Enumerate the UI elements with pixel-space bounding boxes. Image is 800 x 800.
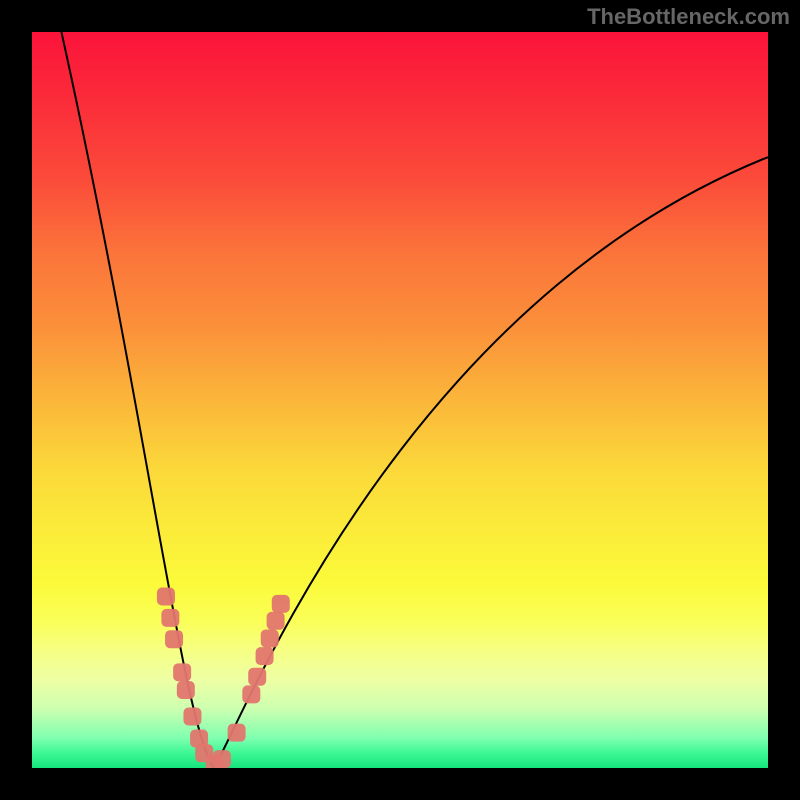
scatter-marker [248, 668, 266, 686]
scatter-marker [261, 629, 279, 647]
scatter-marker [267, 612, 285, 630]
scatter-marker [173, 663, 191, 681]
scatter-marker [161, 609, 179, 627]
chart-container: TheBottleneck.com [0, 0, 800, 800]
scatter-marker [213, 750, 231, 768]
scatter-marker [165, 630, 183, 648]
scatter-marker [157, 588, 175, 606]
chart-svg [0, 0, 800, 800]
scatter-marker [183, 707, 201, 725]
scatter-marker [272, 595, 290, 613]
scatter-marker [228, 724, 246, 742]
plot-area [32, 32, 768, 768]
watermark-text: TheBottleneck.com [587, 4, 790, 30]
scatter-marker [177, 681, 195, 699]
scatter-marker [242, 685, 260, 703]
scatter-marker [256, 647, 274, 665]
